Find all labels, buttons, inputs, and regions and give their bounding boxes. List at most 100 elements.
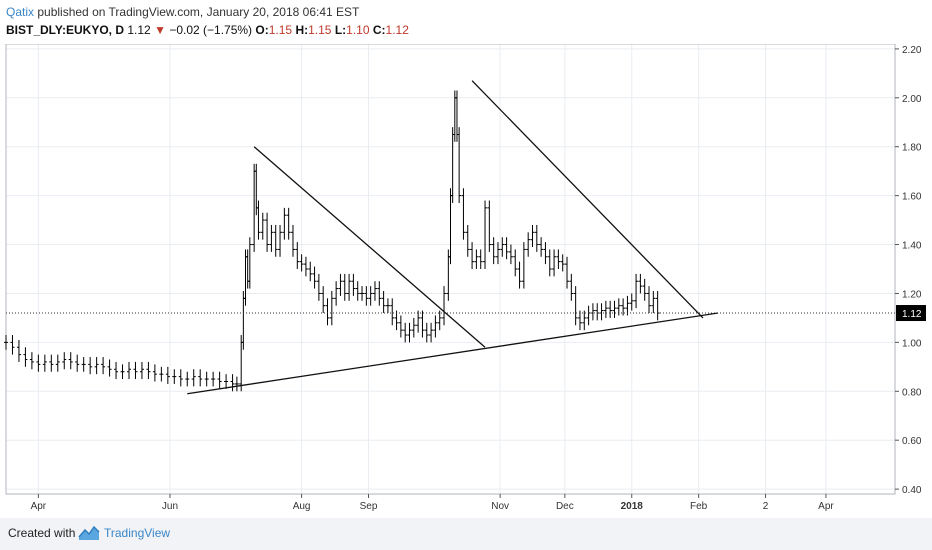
y-tick-label: 1.40	[902, 241, 922, 252]
ohlc-bar	[398, 315, 403, 338]
down-arrow-icon: ▼	[154, 23, 166, 37]
ohlc-bar	[355, 281, 360, 301]
ohlc-bar	[621, 298, 626, 316]
ohlc-bar	[347, 273, 352, 301]
ohlc-bar	[286, 207, 291, 240]
ohlc-bar	[55, 354, 60, 372]
ohlc-bar	[49, 354, 54, 372]
ohlc-bar	[364, 286, 369, 306]
author-link[interactable]: Qatix	[6, 5, 35, 19]
x-tick-label: 2	[763, 501, 769, 512]
ohlc-bar	[152, 364, 157, 382]
ohlc-bar	[457, 127, 462, 203]
ohlc-bar	[334, 281, 339, 306]
ohlc-bar	[390, 298, 395, 326]
ohlc-bar	[68, 352, 73, 370]
ohlc-bar	[265, 212, 270, 252]
ohlc-bar	[608, 300, 613, 318]
ohlc-bar	[252, 163, 257, 252]
tradingview-logo-icon[interactable]	[78, 524, 100, 542]
ohlc-bar	[448, 188, 453, 265]
symbol-label[interactable]: BIST_DLY:EUKYO, D	[6, 23, 125, 37]
ohlc-bar	[394, 310, 399, 331]
chart-grid	[6, 44, 895, 494]
brand-name[interactable]: TradingView	[104, 526, 171, 540]
x-tick-label: Nov	[491, 501, 509, 512]
open-label: O:	[255, 23, 269, 37]
ohlc-bar	[368, 286, 373, 306]
ohlc-bar	[243, 249, 248, 306]
ohlc-bar	[474, 249, 479, 269]
ohlc-bar	[88, 357, 93, 375]
trendlines[interactable]	[187, 80, 719, 395]
ohlc-bar	[403, 322, 408, 343]
ohlc-bar	[651, 291, 656, 314]
trendline-support	[187, 312, 719, 395]
ohlc-bar	[560, 254, 565, 272]
ohlc-bar	[191, 369, 196, 387]
ohlc-bar	[603, 300, 608, 318]
ohlc-bar	[360, 286, 365, 301]
ohlc-bar	[325, 298, 330, 326]
ohlc-bar	[316, 273, 321, 301]
publish-info: Qatix published on TradingView.com, Janu…	[6, 5, 359, 19]
ohlc-bar	[273, 224, 278, 257]
ohlc-bar	[178, 369, 183, 387]
ohlc-bar	[381, 291, 386, 314]
ohlc-bar	[508, 244, 513, 265]
close-label: C:	[372, 23, 386, 37]
time-axis[interactable]: Apr Jun Aug Sep Nov Dec 2018 Feb 2 Apr	[31, 494, 835, 512]
ohlc-bar	[101, 357, 106, 375]
price-axis[interactable]: 2.20 2.00 1.80 1.60 1.40 1.20 1.00 0.80 0.60 0.40…	[895, 45, 926, 496]
ohlc-bar	[239, 335, 244, 392]
ohlc-bar	[612, 300, 617, 318]
ohlc-bar	[94, 357, 99, 375]
ohlc-bar	[211, 371, 216, 387]
ohlc-bar	[407, 322, 412, 343]
ohlc-bar	[120, 364, 125, 380]
ohlc-bar	[429, 322, 434, 343]
last-price-badge	[896, 305, 926, 322]
x-tick-label: Jun	[162, 501, 178, 512]
ohlc-bar	[569, 273, 574, 301]
ohlc-bar	[241, 291, 246, 350]
ohlc-bar	[590, 303, 595, 321]
last-price: 1.12	[127, 23, 151, 37]
ohlc-bar	[198, 369, 203, 387]
ohlc-bar	[247, 237, 252, 289]
ohlc-bar	[308, 261, 313, 282]
price-chart[interactable]: 2.20 2.00 1.80 1.60 1.40 1.20 1.00 0.80 0.60 0.40…	[0, 44, 932, 518]
x-tick-label: Feb	[690, 501, 708, 512]
ohlc-bar	[185, 371, 190, 387]
created-with-text: Created with	[8, 526, 76, 540]
ohlc-bar	[282, 207, 287, 240]
ohlc-bar	[230, 374, 235, 392]
ohlc-bar	[534, 224, 539, 252]
ohlc-bar	[234, 376, 239, 392]
ohlc-bar	[62, 352, 67, 370]
ohlc-bar	[204, 371, 209, 387]
ohlc-bar	[573, 286, 578, 326]
ohlc-bar	[595, 303, 600, 321]
x-tick-label: Apr	[31, 501, 47, 512]
y-tick-label: 0.40	[902, 485, 922, 496]
ohlc-bar	[530, 224, 535, 247]
y-tick-label: 1.20	[902, 289, 922, 300]
trendline-resistance-1	[253, 146, 486, 348]
open-value: 1.15	[268, 23, 293, 37]
ohlc-bar	[411, 317, 416, 338]
ohlc-bar	[133, 361, 138, 380]
ohlc-bar	[159, 366, 164, 382]
ohlc-bar	[424, 322, 429, 343]
y-tick-label: 1.00	[902, 338, 922, 349]
y-tick-label: 2.20	[902, 45, 922, 56]
last-price-label: 1.12	[902, 309, 922, 320]
ohlc-bar	[351, 273, 356, 296]
low-value: 1.10	[346, 23, 370, 37]
ohlc-bar	[10, 335, 15, 355]
ohlc-bar	[299, 254, 304, 272]
ohlc-bar	[465, 224, 470, 257]
ohlc-bar	[543, 242, 548, 265]
ohlc-bar	[539, 237, 544, 257]
ohlc-bar	[29, 352, 34, 370]
